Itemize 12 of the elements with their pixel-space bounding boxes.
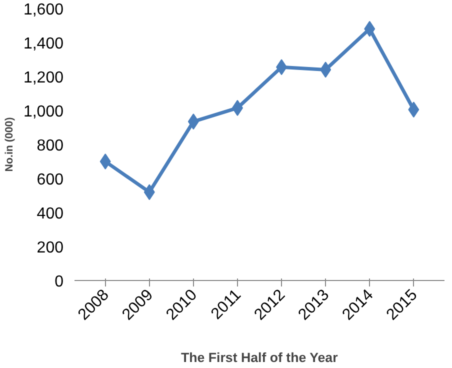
y-tick-label: 1,200 (23, 70, 64, 86)
y-tick-label: 600 (36, 172, 64, 188)
y-tick-label: 0 (54, 274, 64, 290)
point (100, 154, 111, 170)
x-axis-title: The First Half of the Year (180, 350, 338, 366)
y-tick-label: 800 (36, 138, 64, 154)
y-tick-label: 1,000 (23, 104, 64, 120)
y-tick-label: 200 (36, 240, 64, 256)
y-tick-label: 1,600 (23, 2, 64, 18)
y-tick-label: 1,400 (23, 36, 64, 52)
y-axis-title: No.in (000) (3, 116, 16, 172)
y-tick-label: 400 (36, 206, 64, 222)
